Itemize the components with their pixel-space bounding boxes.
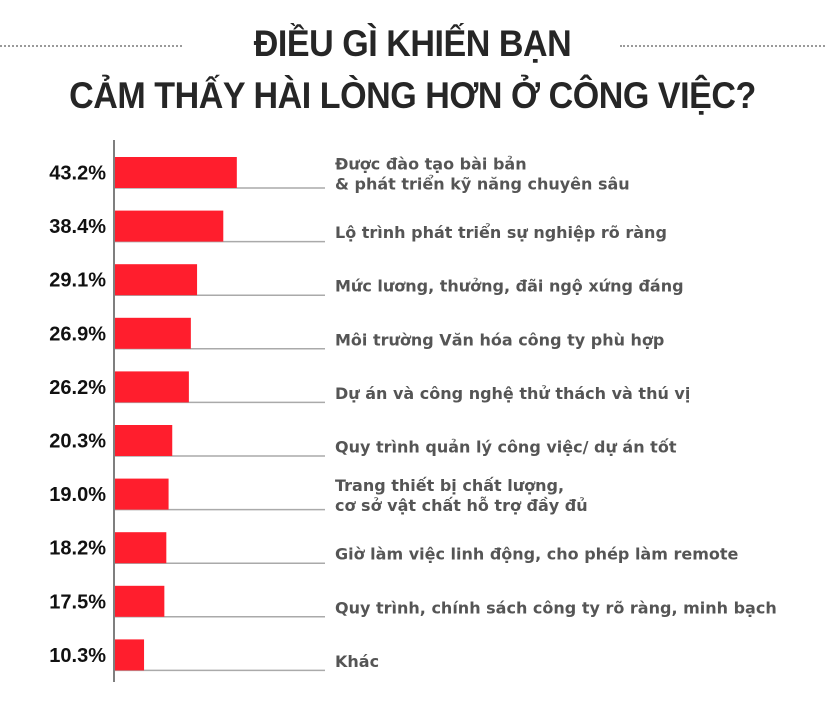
value-label: 43.2% [49,163,106,185]
value-label: 17.5% [49,591,106,613]
category-label: Môi trường Văn hóa công ty phù hợp [335,330,664,349]
bar [115,210,224,242]
category-label: Quy trình, chính sách công ty rõ ràng, m… [335,598,777,617]
value-label: 10.3% [49,645,106,667]
bar [115,157,237,188]
chart-title-line-2: CẢM THẤY HÀI LÒNG HƠN Ở CÔNG VIỆC? [69,75,756,116]
category-label: Lộ trình phát triển sự nghiệp rõ ràng [335,223,667,242]
value-label: 29.1% [49,270,106,292]
category-label: cơ sở vật chất hỗ trợ đầy đủ [335,496,588,515]
category-label: & phát triển kỹ năng chuyên sâu [335,175,630,194]
category-label: Được đào tạo bài bản [335,155,527,174]
bar [115,532,167,564]
bar [115,478,169,510]
value-label: 19.0% [49,484,106,506]
category-label: Giờ làm việc linh động, cho phép làm rem… [335,545,739,564]
bar [115,425,173,456]
value-label: 26.9% [49,323,106,345]
category-label: Dự án và công nghệ thử thách và thú vị [335,384,690,403]
value-label: 20.3% [49,431,106,453]
bar [115,317,191,349]
title-decoration-right [620,45,825,47]
category-label: Khác [335,652,379,671]
bar [115,585,165,617]
value-label: 18.2% [49,538,106,560]
chart-title-line-1: ĐIỀU GÌ KHIẾN BẠN [253,23,572,64]
value-label: 26.2% [49,377,106,399]
category-label: Quy trình quản lý công việc/ dự án tốt [335,438,677,457]
bar [115,639,145,671]
value-label: 38.4% [49,216,106,238]
bar [115,264,198,296]
title-decoration-left [0,45,182,47]
bar [115,371,189,403]
category-label: Mức lương, thưởng, đãi ngộ xứng đáng [335,277,684,296]
category-label: Trang thiết bị chất lượng, [335,476,564,495]
